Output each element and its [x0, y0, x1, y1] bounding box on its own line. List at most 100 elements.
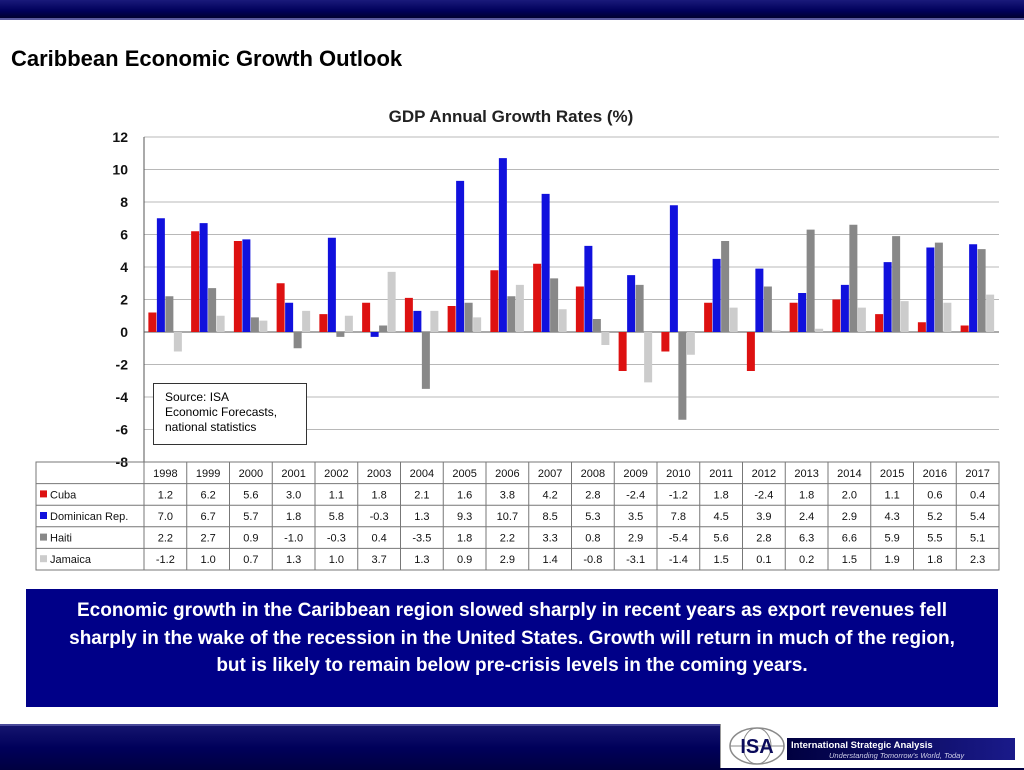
y-tick-label: 2	[120, 292, 128, 308]
data-label: 3.9	[756, 511, 771, 523]
bar-dominican-rep	[498, 158, 507, 332]
bar-haiti	[421, 332, 430, 389]
bar-cuba	[661, 332, 670, 352]
bar-dominican-rep	[156, 218, 165, 332]
data-label: 3.5	[628, 511, 643, 523]
bar-jamaica	[173, 332, 182, 352]
x-tick-label: 2000	[239, 468, 263, 480]
data-label: 5.3	[585, 511, 600, 523]
bar-haiti	[250, 317, 259, 332]
x-tick-label: 2006	[495, 468, 519, 480]
y-tick-label: 10	[112, 162, 128, 178]
bar-cuba	[447, 306, 456, 332]
bar-jamaica	[387, 271, 396, 332]
data-label: 5.8	[329, 511, 344, 523]
bar-haiti	[208, 288, 217, 332]
legend-swatch	[40, 512, 47, 519]
source-note: Source: ISA Economic Forecasts, national…	[153, 383, 307, 445]
bar-dominican-rep	[370, 332, 379, 337]
data-label: 5.2	[927, 511, 942, 523]
summary-text: Economic growth in the Caribbean region …	[69, 600, 955, 676]
data-label: -5.4	[669, 533, 688, 545]
data-label: 9.3	[457, 511, 472, 523]
data-label: 1.8	[713, 489, 728, 501]
bar-jamaica	[686, 332, 695, 355]
legend-swatch	[40, 555, 47, 563]
bar-dominican-rep	[712, 258, 721, 332]
bar-dominican-rep	[199, 223, 208, 332]
bar-haiti	[336, 332, 345, 337]
data-label: 1.8	[457, 533, 472, 545]
source-note-line: Source: ISA	[165, 390, 230, 404]
bar-cuba	[704, 302, 713, 332]
bar-haiti	[165, 296, 174, 332]
bar-cuba	[362, 302, 371, 332]
data-label: 1.0	[200, 554, 215, 566]
bar-dominican-rep	[413, 310, 422, 332]
bar-dominican-rep	[327, 237, 336, 332]
bar-dominican-rep	[285, 302, 294, 332]
legend-swatch	[40, 490, 47, 498]
bar-jamaica	[302, 310, 311, 332]
bar-jamaica	[772, 330, 781, 332]
data-label: 6.6	[842, 533, 857, 545]
data-label: 2.7	[200, 533, 215, 545]
legend-label: Dominican Rep.	[50, 511, 128, 523]
bar-dominican-rep	[755, 268, 764, 332]
logo-tagline: Understanding Tomorrow's World, Today	[829, 751, 965, 760]
bar-jamaica	[943, 302, 952, 332]
bar-haiti	[934, 242, 943, 332]
bar-cuba	[832, 299, 841, 332]
x-tick-label: 2002	[324, 468, 348, 480]
y-tick-label: 8	[120, 194, 128, 210]
bar-haiti	[678, 332, 687, 420]
bar-jamaica	[857, 307, 866, 332]
data-label: 7.8	[671, 511, 686, 523]
y-tick-label: 6	[120, 227, 128, 243]
logo-mark-text: ISA	[740, 736, 773, 758]
bar-cuba	[319, 314, 328, 332]
bar-haiti	[849, 224, 858, 332]
data-label: 4.5	[713, 511, 728, 523]
x-tick-label: 2014	[837, 468, 861, 480]
bar-cuba	[404, 297, 413, 332]
bar-cuba	[618, 332, 627, 371]
data-label: -1.0	[284, 533, 303, 545]
data-label: 3.0	[286, 489, 301, 501]
data-label: 1.6	[457, 489, 472, 501]
data-label: 2.1	[414, 489, 429, 501]
x-tick-label: 2007	[538, 468, 562, 480]
bar-dominican-rep	[926, 247, 935, 332]
source-note-line: Economic Forecasts,	[165, 405, 278, 419]
data-label: 5.4	[970, 511, 985, 523]
x-tick-label: 1999	[196, 468, 220, 480]
bar-cuba	[490, 270, 499, 332]
x-tick-label: 2011	[709, 468, 733, 480]
data-label: 1.9	[884, 554, 899, 566]
data-label: 0.9	[243, 533, 258, 545]
data-label: 2.8	[756, 533, 771, 545]
bar-jamaica	[900, 301, 909, 332]
data-label: 2.0	[842, 489, 857, 501]
data-label: 0.8	[585, 533, 600, 545]
summary-box: Economic growth in the Caribbean region …	[26, 589, 998, 707]
data-label: 5.6	[713, 533, 728, 545]
data-label: 2.3	[970, 554, 985, 566]
top-banner	[0, 0, 1024, 20]
bar-dominican-rep	[584, 245, 593, 332]
data-label: 0.1	[756, 554, 771, 566]
y-tick-label: -6	[116, 422, 129, 438]
data-label: -1.2	[156, 554, 175, 566]
source-note-line: national statistics	[165, 420, 257, 434]
bar-dominican-rep	[798, 293, 807, 332]
bar-dominican-rep	[242, 239, 251, 332]
x-tick-label: 2012	[752, 468, 776, 480]
bar-jamaica	[473, 317, 482, 332]
bar-jamaica	[558, 309, 567, 332]
x-tick-label: 2015	[880, 468, 904, 480]
x-tick-label: 2016	[923, 468, 947, 480]
bar-jamaica	[344, 315, 353, 332]
bar-jamaica	[815, 328, 824, 332]
data-label: 0.4	[970, 489, 985, 501]
data-label: 1.8	[371, 489, 386, 501]
